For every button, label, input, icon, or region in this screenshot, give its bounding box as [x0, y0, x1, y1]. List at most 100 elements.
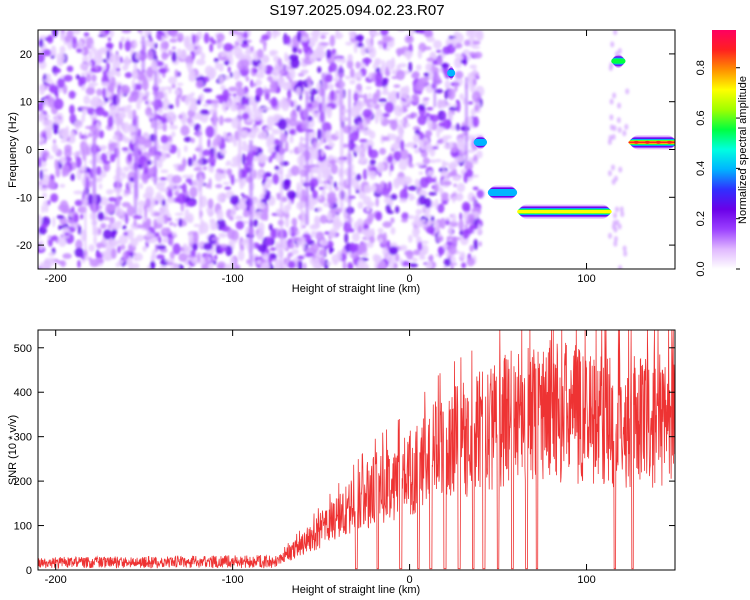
spectrogram-noise-blob [216, 261, 226, 269]
spectrogram-noise-blob [47, 234, 51, 240]
spectrogram-noise-blob [434, 221, 439, 230]
spectrogram-noise-blob [192, 243, 198, 251]
spectrogram-feature-core [521, 210, 528, 214]
spectrogram-noise-blob [285, 36, 291, 45]
spectrogram-noise-blob [296, 31, 302, 43]
spectrogram-noise-blob [374, 112, 379, 125]
spectrogram-streak [116, 94, 120, 215]
spectrogram-noise-blob [414, 148, 421, 154]
spectrogram-noise-blob [402, 176, 413, 186]
spectrogram-noise-blob [618, 166, 623, 173]
spectrogram-noise-blob [90, 99, 101, 108]
spectrogram-noise-blob [317, 128, 322, 141]
spectrogram-noise-blob [168, 76, 178, 85]
spectrogram-noise-blob [267, 75, 273, 82]
spectrogram-noise-blob [127, 152, 132, 162]
spectrogram-noise-blob [54, 158, 59, 170]
spectrogram-noise-blob [368, 72, 373, 80]
spectrogram-noise-blob [182, 243, 188, 249]
spectrogram-noise-blob [303, 43, 310, 54]
spectrogram-noise-blob [420, 240, 429, 244]
spectrogram-noise-blob [68, 104, 75, 115]
spectrogram-noise-blob [230, 102, 239, 112]
spectrogram-noise-blob [137, 135, 146, 145]
spectrogram-noise-blob [399, 258, 403, 266]
spectrogram-streak [133, 147, 138, 215]
spectrogram-noise-blob [359, 138, 368, 143]
spectrogram-noise-blob [79, 165, 86, 172]
spectrogram-noise-blob [411, 221, 415, 227]
spectrogram-noise-blob [292, 46, 298, 54]
spectrogram-noise-blob [161, 98, 171, 111]
spectrogram-noise-blob [342, 143, 348, 148]
spectrogram-noise-blob [74, 199, 83, 207]
spectrogram-streak [339, 81, 344, 210]
spectrogram-noise-blob [289, 135, 294, 144]
spectrogram-noise-blob [53, 130, 59, 135]
spectrogram-noise-blob [281, 179, 291, 191]
spectrogram-noise-blob [103, 165, 108, 171]
spectrogram-noise-blob [84, 70, 94, 77]
spectrogram-noise-blob [61, 164, 70, 177]
spectrogram-noise-blob [304, 252, 314, 258]
spectrogram-noise-blob [382, 77, 388, 88]
spectrogram-noise-blob [358, 189, 366, 200]
spectrogram-noise-blob [467, 101, 474, 105]
spectrogram-noise-blob [127, 256, 133, 268]
spectrogram-noise-blob [157, 181, 167, 186]
spectrogram-noise-blob [349, 127, 358, 131]
spectrogram-noise-blob [340, 58, 347, 64]
colorbar-gradient [712, 30, 736, 269]
spectrogram-noise-blob [232, 93, 237, 98]
spectrogram-noise-blob [399, 148, 409, 160]
spectrogram-noise-blob [400, 140, 405, 151]
spectrogram-noise-blob [46, 97, 56, 108]
spectrogram-noise-blob [467, 213, 475, 224]
spectrogram-noise-blob [87, 132, 93, 138]
spectrogram-noise-blob [216, 41, 225, 49]
spectrogram-noise-blob [309, 88, 319, 95]
spectrogram-noise-blob [447, 88, 456, 100]
spectrogram-noise-blob [98, 145, 108, 149]
spectrogram-noise-blob [207, 69, 215, 80]
spectrogram-noise-blob [161, 199, 166, 207]
spectrogram-noise-blob [121, 147, 129, 151]
snr-y-tick-label: 400 [14, 387, 32, 399]
spectrogram-streak [300, 136, 303, 230]
spectrogram-noise-blob [334, 130, 340, 137]
spectrogram-noise-blob [70, 130, 76, 142]
spectrogram-noise-blob [120, 244, 126, 251]
spectrogram-streak [348, 89, 351, 229]
spectrogram-noise-blob [465, 228, 474, 235]
spectrogram-noise-blob [412, 70, 420, 79]
spectrogram-noise-blob [123, 55, 130, 68]
spectrogram-noise-blob [421, 244, 429, 256]
spectrogram-noise-blob [317, 171, 322, 183]
spectrogram-noise-blob [109, 30, 115, 38]
spectrogram-noise-blob [363, 157, 369, 162]
spectrogram-noise-blob [149, 37, 153, 42]
spectrogram-noise-blob [161, 232, 167, 236]
snr-x-axis-label: Height of straight line (km) [292, 584, 420, 596]
spectrogram-noise-blob [153, 212, 162, 217]
spectrogram-noise-blob [106, 50, 110, 60]
spectrogram-noise-blob [326, 49, 332, 59]
spectrogram-noise-blob [189, 99, 197, 112]
spectrogram-noise-blob [169, 251, 175, 260]
spectrogram-y-tick-label: -10 [16, 192, 32, 204]
spectrogram-noise-blob [428, 69, 434, 81]
spectrogram-noise-blob [455, 123, 460, 131]
spectrogram-noise-blob [73, 190, 84, 195]
spectrogram-noise-blob [193, 49, 203, 55]
spectrogram-noise-blob [145, 98, 151, 109]
spectrogram-noise-blob [59, 45, 66, 54]
spectrogram-noise-blob [316, 66, 322, 74]
spectrogram-noise-blob [417, 103, 426, 111]
spectrogram-noise-blob [367, 92, 372, 99]
spectrogram-noise-blob [613, 30, 618, 36]
spectrogram-noise-blob [405, 96, 414, 102]
spectrogram-noise-blob [147, 114, 156, 119]
spectrogram-feature-band [487, 189, 518, 197]
spectrogram-noise-blob [166, 261, 175, 266]
spectrogram-noise-blob [162, 237, 169, 244]
